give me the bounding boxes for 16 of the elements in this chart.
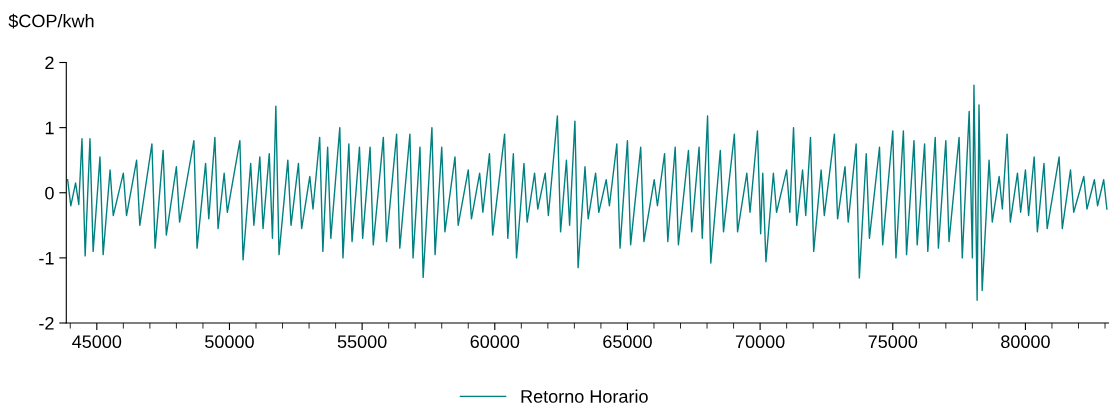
y-tick-label: 2: [45, 56, 54, 70]
x-tick-label: 60000: [470, 335, 520, 349]
legend-label: Retorno Horario: [521, 389, 648, 403]
y-tick-label: -1: [39, 252, 54, 265]
x-tick-label: 45000: [72, 335, 122, 349]
x-tick-label: 55000: [337, 335, 387, 349]
line-series: [66, 84, 1108, 301]
x-tick-label: 75000: [868, 335, 918, 349]
y-tick-label: 1: [45, 121, 54, 135]
x-tick-label: 50000: [205, 335, 254, 349]
x-tick-label: 80000: [1001, 335, 1050, 349]
y-tick-label: -2: [39, 316, 54, 330]
y-tick-label: 0: [45, 186, 54, 200]
y-axis-title: $COP/kwh: [8, 13, 94, 29]
x-tick-label: 70000: [735, 335, 785, 349]
x-tick-label: 65000: [603, 335, 652, 349]
